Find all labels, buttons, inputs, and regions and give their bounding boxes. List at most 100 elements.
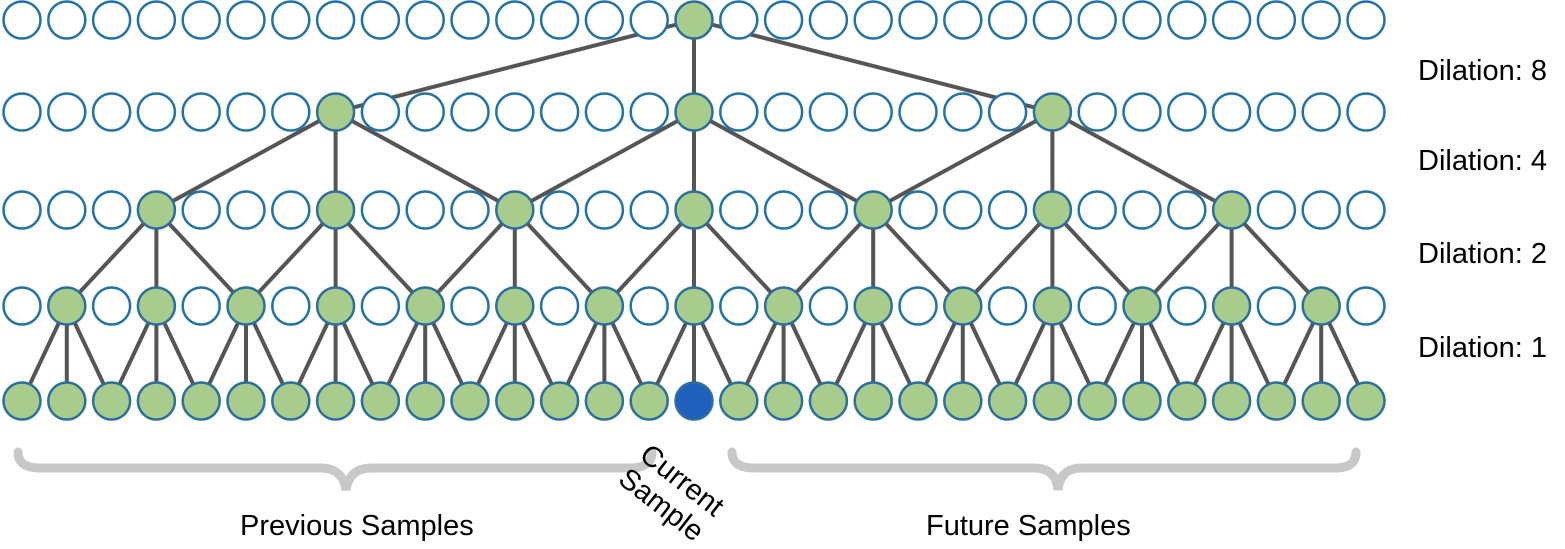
connection-line bbox=[872, 110, 1054, 212]
inactive-node bbox=[853, 92, 893, 132]
connection-line bbox=[513, 208, 606, 308]
inactive-node bbox=[495, 0, 535, 40]
inactive-node bbox=[539, 0, 580, 40]
inactive-node bbox=[1301, 190, 1341, 230]
inactive-node bbox=[360, 92, 401, 132]
previous-samples-brace bbox=[13, 447, 657, 491]
active-node bbox=[853, 190, 893, 230]
active-node bbox=[808, 381, 849, 421]
inactive-node bbox=[1256, 286, 1297, 326]
inactive-node bbox=[808, 92, 849, 132]
inactive-node bbox=[271, 0, 311, 40]
inactive-node bbox=[91, 92, 132, 132]
inactive-node bbox=[1077, 0, 1117, 40]
connection-line bbox=[1051, 110, 1233, 212]
active-node bbox=[1032, 190, 1073, 230]
active-node bbox=[181, 381, 221, 421]
inactive-node bbox=[450, 286, 490, 326]
inactive-node bbox=[808, 190, 849, 230]
active-node bbox=[1122, 286, 1162, 326]
inactive-node bbox=[405, 0, 445, 40]
previous-samples-label: Previous Samples bbox=[240, 510, 474, 542]
inactive-node bbox=[450, 0, 490, 40]
inactive-node bbox=[584, 0, 625, 40]
active-node bbox=[898, 381, 938, 421]
inactive-node bbox=[987, 0, 1028, 40]
inactive-node bbox=[315, 0, 356, 40]
inactive-node bbox=[181, 0, 221, 40]
future-samples-brace bbox=[727, 447, 1361, 491]
active-node bbox=[539, 381, 580, 421]
active-node bbox=[1211, 381, 1252, 421]
connection-line bbox=[423, 208, 517, 308]
inactive-node bbox=[1301, 92, 1341, 132]
active-node bbox=[1301, 286, 1341, 326]
inactive-node bbox=[719, 286, 759, 326]
active-node bbox=[495, 190, 535, 230]
current-sample-label: Current Sample bbox=[612, 438, 729, 548]
inactive-node bbox=[1167, 190, 1207, 230]
inactive-node bbox=[719, 190, 759, 230]
connection-line bbox=[693, 110, 875, 212]
inactive-node bbox=[181, 286, 221, 326]
inactive-node bbox=[763, 190, 804, 230]
inactive-node bbox=[226, 92, 266, 132]
node-grid bbox=[2, 0, 1386, 421]
inactive-node bbox=[987, 92, 1028, 132]
inactive-node bbox=[898, 286, 938, 326]
inactive-node bbox=[226, 0, 266, 40]
active-node bbox=[315, 381, 356, 421]
inactive-node bbox=[2, 286, 42, 326]
inactive-node bbox=[987, 190, 1028, 230]
active-node bbox=[674, 286, 714, 326]
dilation-4-label: Dilation: 4 bbox=[1418, 145, 1547, 177]
inactive-node bbox=[584, 92, 625, 132]
inactive-node bbox=[136, 92, 177, 132]
active-node bbox=[763, 381, 804, 421]
active-node bbox=[495, 381, 535, 421]
inactive-node bbox=[539, 286, 580, 326]
connection-line bbox=[335, 18, 695, 114]
inactive-node bbox=[360, 286, 401, 326]
inactive-node bbox=[763, 0, 804, 40]
inactive-node bbox=[943, 0, 983, 40]
active-node bbox=[1032, 286, 1073, 326]
active-node bbox=[1032, 92, 1073, 132]
inactive-node bbox=[629, 0, 669, 40]
inactive-node bbox=[2, 0, 42, 40]
inactive-node bbox=[405, 92, 445, 132]
inactive-node bbox=[450, 190, 490, 230]
connection-line bbox=[782, 208, 875, 308]
inactive-node bbox=[1122, 92, 1162, 132]
active-node bbox=[405, 286, 445, 326]
inactive-node bbox=[943, 190, 983, 230]
active-node bbox=[47, 286, 87, 326]
inactive-node bbox=[719, 92, 759, 132]
active-node bbox=[584, 286, 625, 326]
inactive-node bbox=[47, 92, 87, 132]
inactive-node bbox=[47, 0, 87, 40]
inactive-node bbox=[1346, 286, 1386, 326]
dilation-labels: Dilation: 8 Dilation: 4 Dilation: 2 Dila… bbox=[1418, 55, 1547, 364]
active-node bbox=[495, 286, 535, 326]
active-node bbox=[987, 381, 1028, 421]
inactive-node bbox=[47, 190, 87, 230]
connection-line bbox=[602, 208, 696, 308]
active-node bbox=[405, 381, 445, 421]
active-node bbox=[763, 286, 804, 326]
active-node bbox=[719, 381, 759, 421]
inactive-node bbox=[629, 286, 669, 326]
active-node bbox=[136, 381, 177, 421]
inactive-node bbox=[1167, 0, 1207, 40]
active-node bbox=[450, 381, 490, 421]
inactive-node bbox=[1122, 190, 1162, 230]
inactive-node bbox=[2, 92, 42, 132]
active-node bbox=[1167, 381, 1207, 421]
inactive-node bbox=[898, 190, 938, 230]
current-sample-node bbox=[674, 381, 714, 421]
inactive-node bbox=[584, 190, 625, 230]
active-node bbox=[91, 381, 132, 421]
connection-line bbox=[65, 208, 158, 308]
active-node bbox=[47, 381, 87, 421]
